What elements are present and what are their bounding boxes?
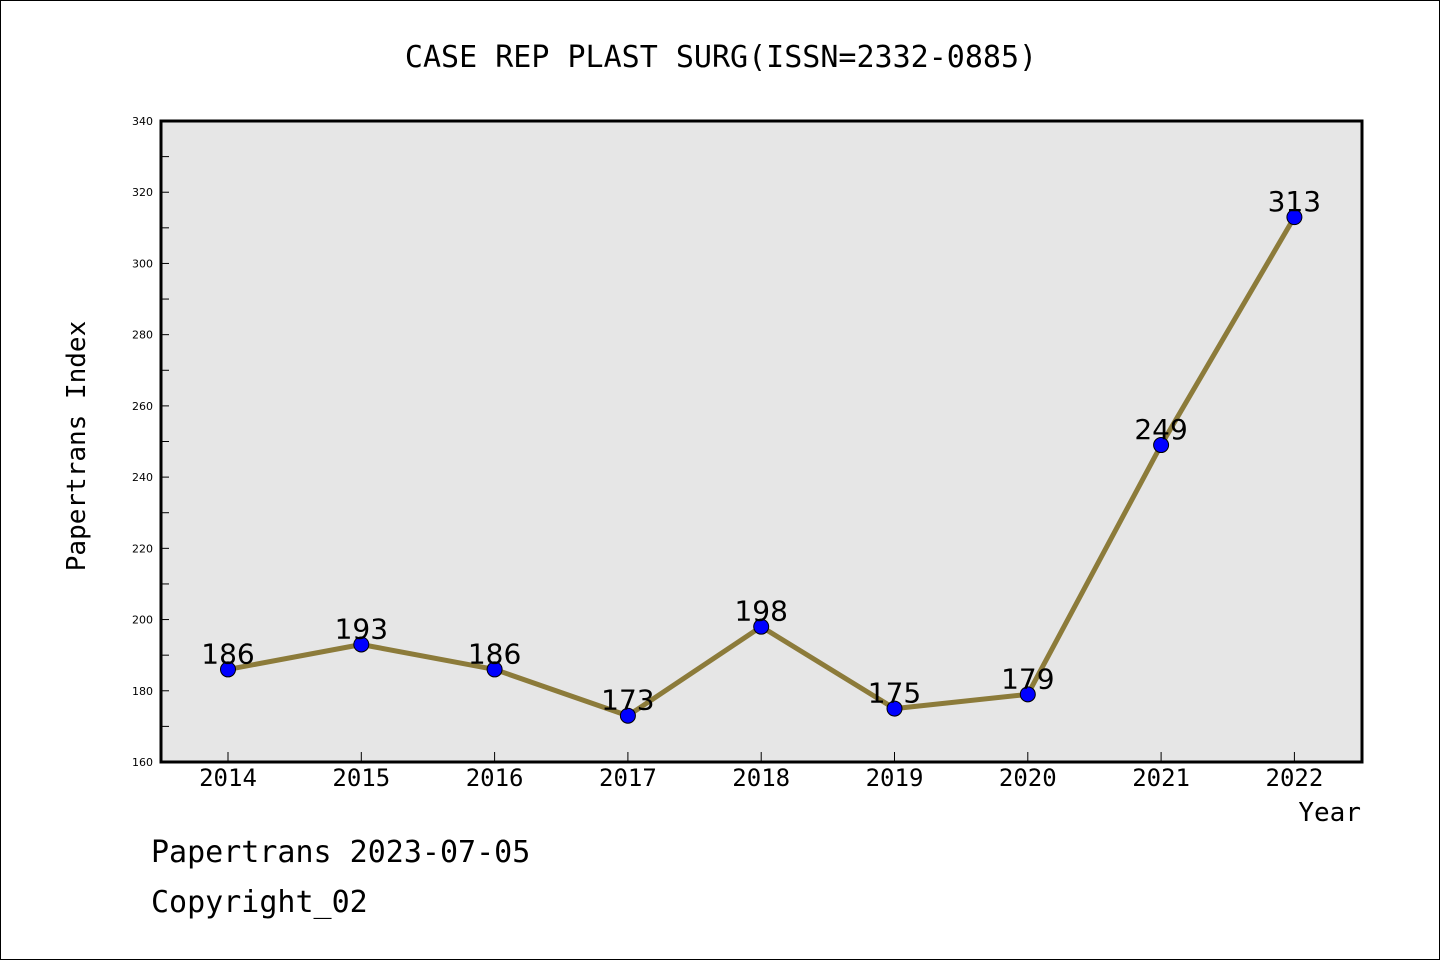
data-point: [753, 618, 770, 635]
data-point: [886, 700, 903, 717]
y-tick-label: 280: [132, 329, 153, 342]
data-point: [220, 661, 236, 678]
data-point: [1153, 437, 1170, 454]
x-axis-label: Year: [1298, 798, 1361, 828]
footer-copyright: Copyright_02: [151, 885, 368, 920]
x-tick-label: 2017: [599, 764, 657, 792]
x-tick-label: 2022: [1266, 764, 1324, 792]
data-markers: [220, 209, 1303, 724]
data-point: [486, 661, 503, 678]
x-tick-label: 2016: [466, 764, 524, 792]
y-tick-label: 220: [132, 542, 153, 555]
data-label: 186: [468, 637, 521, 670]
data-label: 313: [1268, 185, 1321, 218]
x-axis: 2014 2015 2016 2017 2018 2019 2020 2021 2022: [199, 752, 1323, 792]
data-point: [619, 707, 636, 724]
x-tick-label: 2018: [732, 764, 790, 792]
x-tick-label: 2015: [332, 764, 390, 792]
y-tick-label: 160: [132, 756, 153, 769]
y-axis-label: Papertrans Index: [62, 321, 92, 571]
data-label: 193: [335, 612, 388, 645]
data-point: [1286, 209, 1303, 226]
data-label: 175: [868, 677, 921, 710]
data-label: 179: [1001, 662, 1054, 695]
data-labels: 186 193 186 173 198 175 179 249 313: [201, 185, 1321, 717]
data-point: [1019, 686, 1036, 703]
footer-date: Papertrans 2023-07-05: [151, 835, 531, 870]
y-tick-label: 320: [132, 186, 153, 199]
data-label: 186: [201, 637, 254, 670]
x-tick-label: 2014: [199, 764, 257, 792]
data-point: [353, 636, 370, 653]
y-tick-label: 200: [132, 614, 153, 627]
y-tick-label: 340: [132, 115, 153, 128]
y-tick-label: 300: [132, 257, 153, 270]
data-label: 249: [1134, 413, 1187, 446]
y-tick-label: 260: [132, 400, 153, 413]
data-label: 173: [601, 684, 654, 717]
y-tick-label: 180: [132, 685, 153, 698]
chart-title: CASE REP PLAST SURG(ISSN=2332-0885): [405, 40, 1037, 75]
data-label: 198: [734, 595, 787, 628]
y-axis: 160 180 200 220 240 260 280 300 320 340: [132, 115, 169, 769]
y-tick-label: 240: [132, 471, 153, 484]
x-tick-label: 2019: [866, 764, 924, 792]
x-tick-label: 2020: [999, 764, 1057, 792]
x-tick-label: 2021: [1132, 764, 1190, 792]
